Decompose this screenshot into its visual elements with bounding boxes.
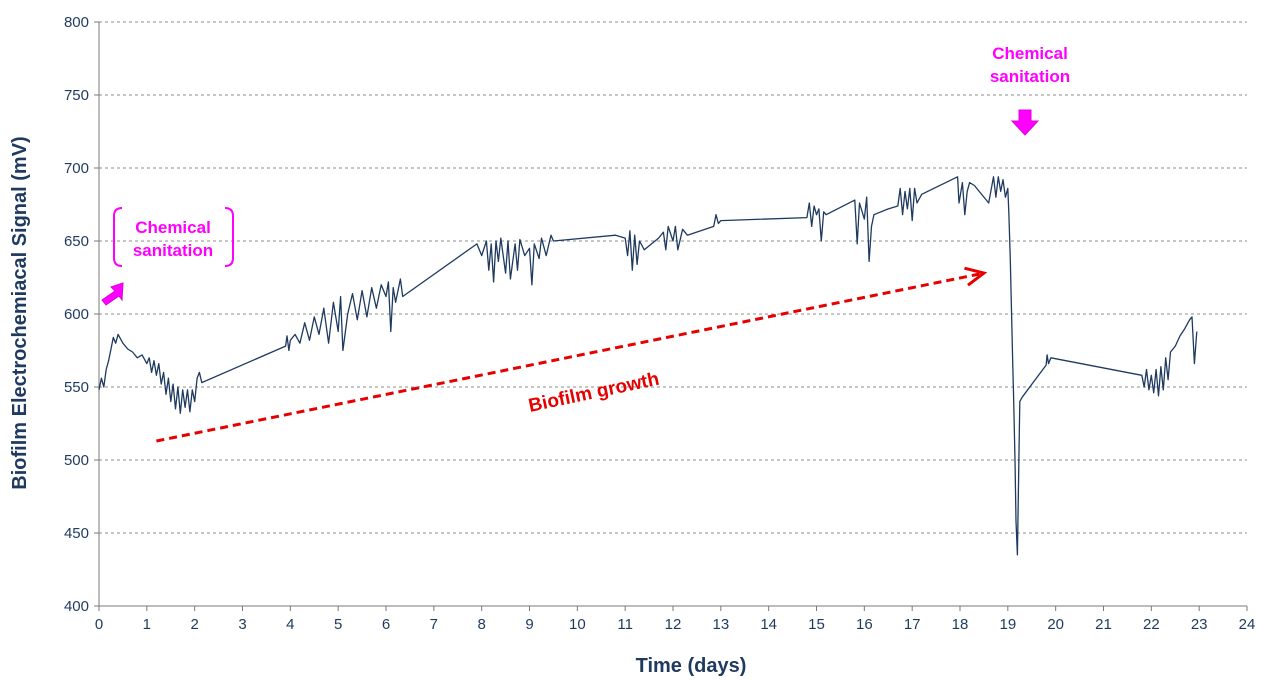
trend-arrow-line [156, 271, 985, 443]
biofilm-growth-label: Biofilm growth [527, 369, 661, 417]
x-tick-label-21: 21 [1095, 616, 1112, 633]
signal-series-line [98, 176, 1198, 556]
y-tick-label-600: 600 [64, 306, 89, 323]
sanitation-annotation-2: Chemical sanitation [990, 44, 1070, 136]
gridlines [99, 21, 1247, 534]
trend-arrow-head [964, 266, 988, 287]
x-tick-label-5: 5 [334, 616, 342, 633]
x-tick-label-12: 12 [665, 616, 682, 633]
x-axis-ticks: 0 1 2 3 4 5 6 7 8 9 10 11 12 13 14 15 16 17 18 19 20 21 22 23 24 [95, 606, 1256, 633]
y-tick-label-700: 700 [64, 160, 89, 177]
sanitation-label-2-line2: sanitation [990, 67, 1070, 86]
y-tick-label-500: 500 [64, 452, 89, 469]
x-tick-label-2: 2 [190, 616, 198, 633]
x-tick-label-0: 0 [95, 616, 103, 633]
x-tick-label-11: 11 [617, 616, 633, 633]
x-tick-label-9: 9 [525, 616, 533, 633]
axes [98, 22, 1247, 607]
y-tick-label-750: 750 [64, 87, 89, 104]
x-tick-label-10: 10 [569, 616, 586, 633]
x-tick-label-6: 6 [382, 616, 390, 633]
x-tick-label-8: 8 [477, 616, 485, 633]
x-tick-label-20: 20 [1047, 616, 1064, 633]
y-tick-label-400: 400 [64, 598, 89, 615]
x-tick-label-14: 14 [760, 616, 777, 633]
x-tick-label-24: 24 [1239, 616, 1256, 633]
x-axis-title: Time (days) [636, 655, 747, 677]
x-tick-label-13: 13 [712, 616, 729, 633]
bracket-left [113, 207, 123, 267]
magenta-arrow-1-icon [101, 282, 124, 306]
sanitation-label-1-line2: sanitation [133, 241, 213, 260]
y-axis-title: Biofilm Electrochemiacal Signal (mV) [9, 136, 31, 489]
y-tick-label-800: 800 [64, 14, 89, 31]
x-tick-label-3: 3 [238, 616, 246, 633]
magenta-arrow-2-icon [1010, 109, 1040, 136]
sanitation-label-1-line1: Chemical [135, 218, 211, 237]
x-tick-label-22: 22 [1143, 616, 1160, 633]
x-tick-label-15: 15 [808, 616, 825, 633]
bracket-right [224, 207, 234, 267]
x-tick-label-7: 7 [430, 616, 438, 633]
sanitation-label-2-line1: Chemical [992, 44, 1068, 63]
y-axis-ticks: 400 450 500 550 600 650 700 750 800 [64, 14, 99, 615]
y-tick-label-650: 650 [64, 233, 89, 250]
sanitation-annotation-1: Chemical sanitation [101, 207, 234, 306]
x-tick-label-1: 1 [143, 616, 151, 633]
y-tick-label-450: 450 [64, 525, 89, 542]
x-tick-label-4: 4 [286, 616, 294, 633]
x-tick-label-18: 18 [952, 616, 969, 633]
biofilm-growth-arrow [156, 266, 988, 443]
x-tick-label-17: 17 [904, 616, 921, 633]
y-tick-label-550: 550 [64, 379, 89, 396]
x-tick-label-19: 19 [999, 616, 1016, 633]
x-tick-label-16: 16 [856, 616, 873, 633]
x-tick-label-23: 23 [1191, 616, 1208, 633]
